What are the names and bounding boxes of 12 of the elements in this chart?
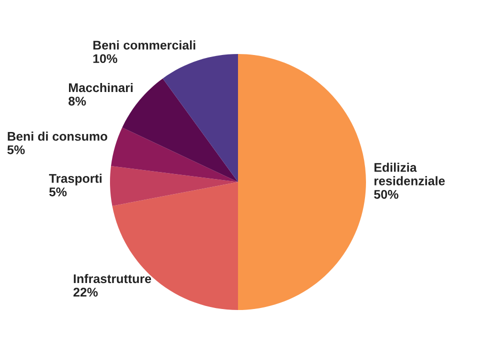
data-label: 50% (374, 190, 398, 199)
slice-label: Macchinari (68, 82, 133, 92)
slice-label: Infrastrutture (74, 274, 152, 284)
data-label: 10% (93, 54, 118, 64)
data-label: 22% (73, 288, 98, 297)
data-label: 5% (7, 145, 25, 154)
slice-label: Beni di consumo (8, 132, 108, 141)
data-label: 8% (68, 96, 86, 106)
slice-label: Beni commerciali (93, 40, 196, 50)
slice-label: Trasporti (49, 174, 102, 186)
data-label: 5% (49, 188, 67, 196)
slice-label: Edilizia residenziale (374, 162, 445, 186)
